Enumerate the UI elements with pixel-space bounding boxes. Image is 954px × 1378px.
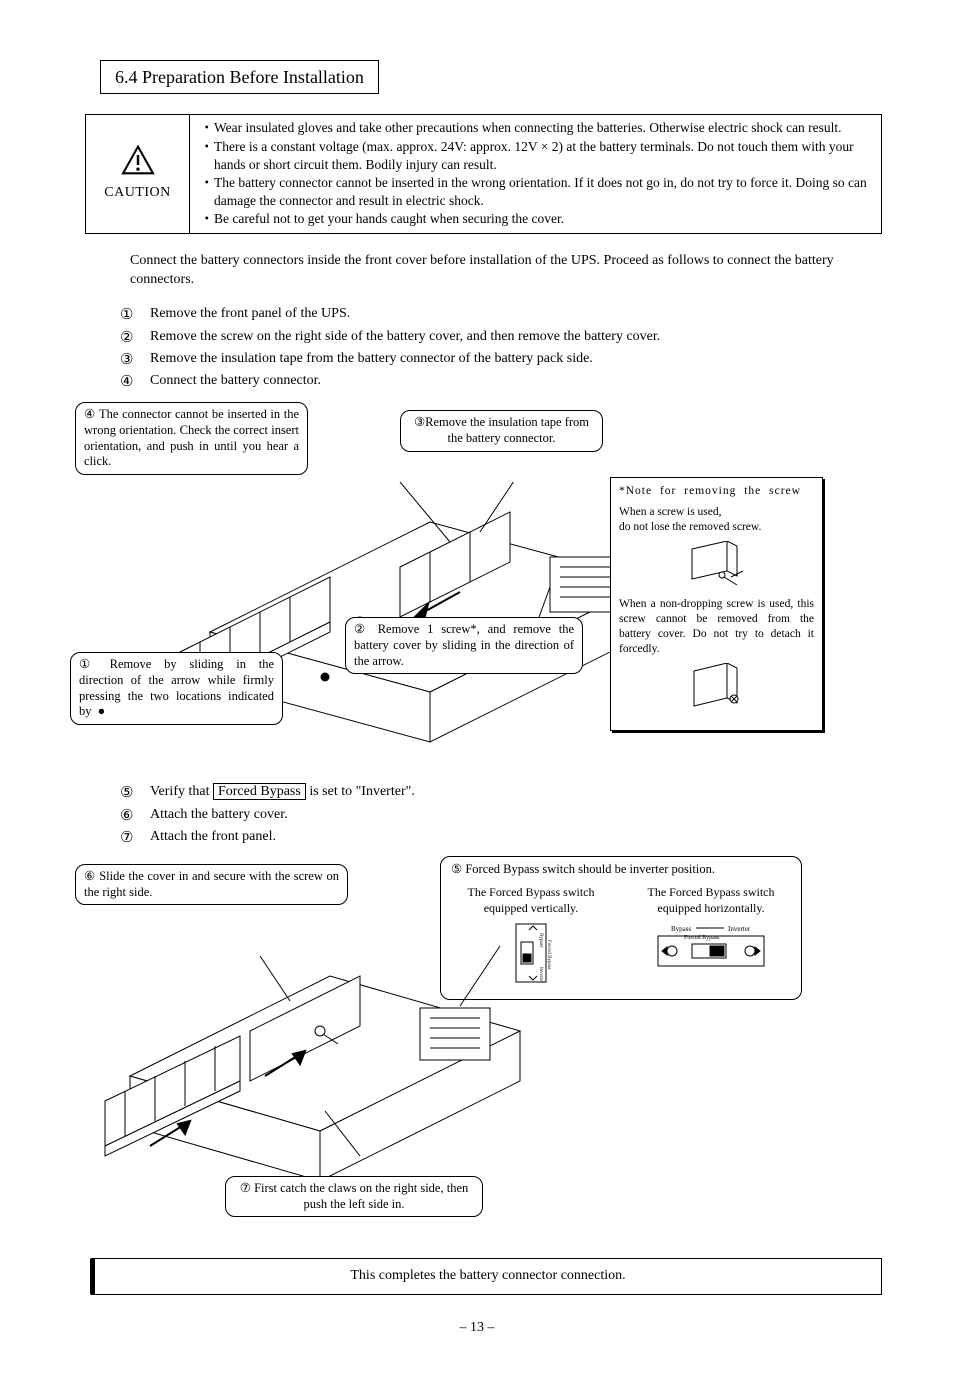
diagram-area-a: ④ The connector cannot be inserted in th… [70, 402, 884, 777]
warning-triangle-icon [121, 145, 155, 182]
step-num: ② [120, 328, 150, 348]
step-num: ④ [120, 372, 150, 392]
caution-label: CAUTION [104, 184, 171, 203]
callout-3: ③Remove the insulation tape from the bat… [400, 410, 603, 451]
step-num: ⑦ [120, 828, 150, 848]
caution-text: ・Wear insulated gloves and take other pr… [190, 115, 881, 232]
svg-text:Inverter: Inverter [728, 925, 751, 933]
step-text: Remove the insulation tape from the batt… [150, 350, 882, 370]
callout-7: ⑦ First catch the claws on the right sid… [225, 1176, 483, 1217]
caution-item: Wear insulated gloves and take other pre… [214, 119, 842, 137]
step-list-a: ①Remove the front panel of the UPS. ②Rem… [120, 305, 882, 392]
step-list-b: ⑤ Verify that Forced Bypass is set to "I… [120, 783, 882, 848]
switch-horizontal-label: The Forced Bypass switch equipped horizo… [631, 884, 791, 916]
section-title: 6.4 Preparation Before Installation [100, 60, 379, 94]
callout-4: ④ The connector cannot be inserted in th… [75, 402, 308, 475]
forced-bypass-boxed: Forced Bypass [213, 783, 306, 800]
callout-6: ⑥ Slide the cover in and secure with the… [75, 864, 348, 905]
svg-text:Inverter: Inverter [538, 967, 543, 983]
step-text: Remove the screw on the right side of th… [150, 328, 882, 348]
step5-post: is set to "Inverter". [309, 784, 415, 799]
svg-text:Bypass: Bypass [538, 933, 543, 948]
switch-box-title: ⑤ Forced Bypass switch should be inverte… [451, 861, 791, 878]
caution-item: Be careful not to get your hands caught … [214, 210, 564, 228]
screw-note-title: *Note for removing the screw [619, 484, 814, 499]
intro-text: Connect the battery connectors inside th… [130, 252, 882, 290]
caution-icon-area: CAUTION [86, 115, 190, 232]
screw-note-box: *Note for removing the screw When a scre… [610, 477, 823, 730]
step-text: Attach the front panel. [150, 828, 882, 848]
switch-horizontal-icon: Bypass Inverter Forced Bypass [631, 922, 791, 975]
step5-pre: Verify that [150, 784, 209, 799]
caution-box: CAUTION ・Wear insulated gloves and take … [85, 114, 882, 233]
step-num: ⑥ [120, 806, 150, 826]
screw-mini-illustration-2 [619, 663, 814, 718]
step-text: Connect the battery connector. [150, 372, 882, 392]
switch-vertical-label: The Forced Bypass switch equipped vertic… [451, 884, 611, 916]
svg-text:Bypass: Bypass [671, 925, 692, 933]
step-num: ① [120, 305, 150, 325]
caution-item: The battery connector cannot be inserted… [214, 174, 871, 210]
page-number: – 13 – [70, 1319, 884, 1338]
completion-note: This completes the battery connector con… [90, 1258, 882, 1295]
ups-device-illustration-2 [90, 936, 530, 1196]
step-num: ③ [120, 350, 150, 370]
callout-2: ② Remove 1 screw*, and remove the batter… [345, 617, 583, 674]
step-text: Verify that Forced Bypass is set to "Inv… [150, 783, 882, 803]
callout-1: ① Remove by sliding in the direction of … [70, 652, 283, 725]
screw-note-p1: When a screw is used, do not lose the re… [619, 505, 814, 535]
svg-text:Forced Bypass: Forced Bypass [684, 935, 720, 941]
step-text: Remove the front panel of the UPS. [150, 305, 882, 325]
svg-text:Forced Bypass: Forced Bypass [546, 940, 551, 970]
diagram-area-b: ⑥ Slide the cover in and secure with the… [70, 856, 884, 1246]
screw-note-p2: When a non-dropping screw is used, this … [619, 597, 814, 657]
screw-mini-illustration [619, 541, 814, 591]
caution-item: There is a constant voltage (max. approx… [214, 138, 871, 174]
step-text: Attach the battery cover. [150, 806, 882, 826]
step-num: ⑤ [120, 783, 150, 803]
